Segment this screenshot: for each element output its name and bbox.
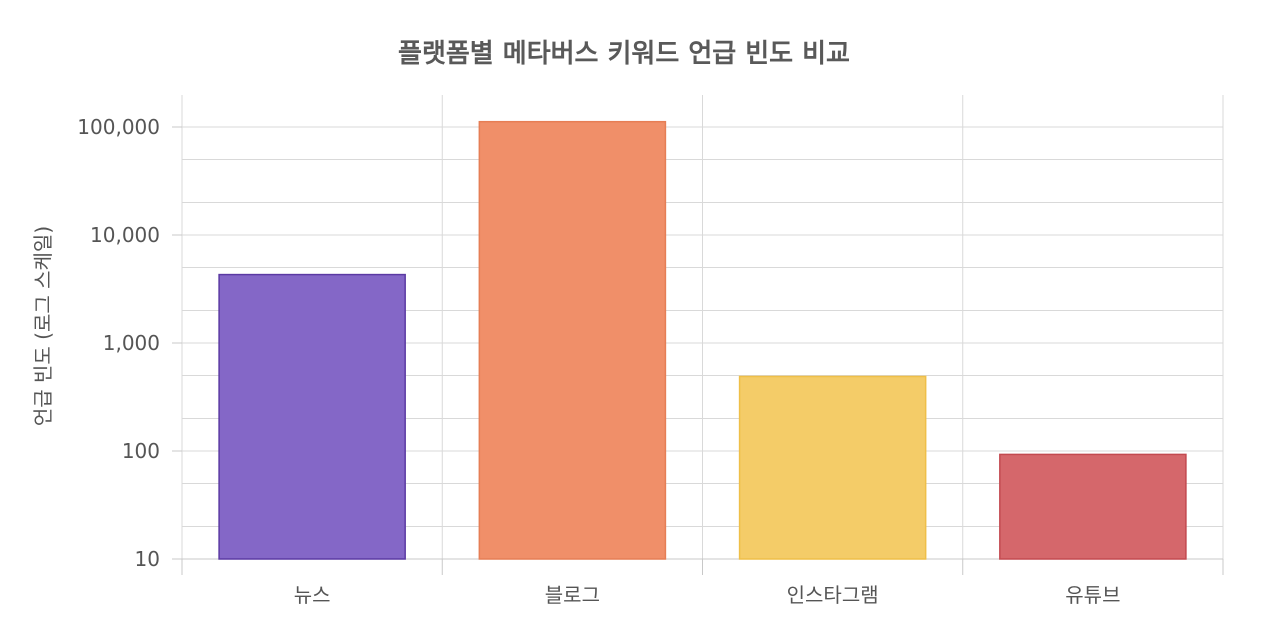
bar-4 — [999, 453, 1187, 560]
bar-3 — [738, 375, 927, 560]
x-tick-label: 블로그 — [545, 583, 600, 607]
y-tick-label: 10 — [135, 547, 160, 571]
y-tick-label: 100,000 — [77, 115, 160, 139]
y-tick-label: 100 — [122, 439, 160, 463]
bar-1 — [218, 273, 406, 560]
y-tick-label: 1,000 — [103, 331, 160, 355]
x-tick-label: 유튜브 — [1065, 583, 1120, 607]
x-tick-label: 뉴스 — [294, 583, 331, 607]
x-tick-label: 인스타그램 — [787, 583, 879, 607]
chart-title: 플랫폼별 메타버스 키워드 언급 빈도 비교 — [398, 39, 850, 69]
y-axis-ticks: 10 100 1,000 10,000 100,000 — [77, 115, 182, 571]
x-axis-ticks: 뉴스 블로그 인스타그램 유튜브 — [181, 559, 1224, 607]
y-tick-label: 10,000 — [90, 223, 160, 247]
y-axis-label: 언급 빈도 (로그 스케일) — [31, 226, 55, 426]
bars — [218, 120, 1187, 560]
bar-2 — [478, 120, 667, 560]
